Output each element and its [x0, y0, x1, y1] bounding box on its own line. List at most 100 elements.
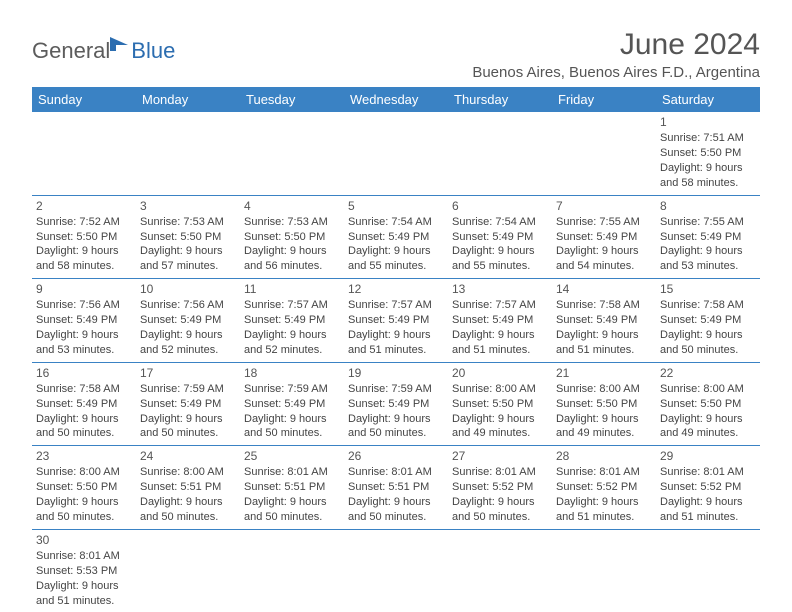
sunset-text: Sunset: 5:50 PM	[660, 146, 756, 161]
calendar-day-cell: 18Sunrise: 7:59 AMSunset: 5:49 PMDayligh…	[240, 362, 344, 446]
sunrise-text: Sunrise: 7:57 AM	[244, 298, 340, 313]
sunset-text: Sunset: 5:50 PM	[452, 397, 548, 412]
sunrise-text: Sunrise: 7:58 AM	[660, 298, 756, 313]
sunrise-text: Sunrise: 8:01 AM	[660, 465, 756, 480]
weekday-header: Monday	[136, 87, 240, 112]
calendar-day-cell: 26Sunrise: 8:01 AMSunset: 5:51 PMDayligh…	[344, 446, 448, 530]
daylight-text: Daylight: 9 hours and 53 minutes.	[36, 328, 132, 358]
day-number: 14	[556, 281, 652, 297]
calendar-day-cell: 4Sunrise: 7:53 AMSunset: 5:50 PMDaylight…	[240, 195, 344, 279]
calendar-body: 1Sunrise: 7:51 AMSunset: 5:50 PMDaylight…	[32, 112, 760, 612]
daylight-text: Daylight: 9 hours and 54 minutes.	[556, 244, 652, 274]
daylight-text: Daylight: 9 hours and 58 minutes.	[36, 244, 132, 274]
location-text: Buenos Aires, Buenos Aires F.D., Argenti…	[472, 64, 760, 81]
daylight-text: Daylight: 9 hours and 49 minutes.	[660, 412, 756, 442]
daylight-text: Daylight: 9 hours and 50 minutes.	[660, 328, 756, 358]
day-number: 25	[244, 448, 340, 464]
day-number: 13	[452, 281, 548, 297]
daylight-text: Daylight: 9 hours and 50 minutes.	[244, 412, 340, 442]
calendar-day-cell	[552, 112, 656, 195]
day-number: 12	[348, 281, 444, 297]
sunset-text: Sunset: 5:49 PM	[660, 230, 756, 245]
sunrise-text: Sunrise: 7:59 AM	[348, 382, 444, 397]
calendar-week-row: 9Sunrise: 7:56 AMSunset: 5:49 PMDaylight…	[32, 279, 760, 363]
sunrise-text: Sunrise: 8:01 AM	[556, 465, 652, 480]
calendar-day-cell	[240, 529, 344, 612]
daylight-text: Daylight: 9 hours and 51 minutes.	[556, 328, 652, 358]
daylight-text: Daylight: 9 hours and 51 minutes.	[36, 579, 132, 609]
day-number: 26	[348, 448, 444, 464]
calendar-day-cell: 2Sunrise: 7:52 AMSunset: 5:50 PMDaylight…	[32, 195, 136, 279]
calendar-day-cell: 17Sunrise: 7:59 AMSunset: 5:49 PMDayligh…	[136, 362, 240, 446]
sunrise-text: Sunrise: 7:53 AM	[140, 215, 236, 230]
sunset-text: Sunset: 5:49 PM	[36, 313, 132, 328]
calendar-day-cell	[240, 112, 344, 195]
logo-text-blue: Blue	[131, 38, 175, 64]
day-number: 21	[556, 365, 652, 381]
calendar-day-cell	[448, 112, 552, 195]
calendar-day-cell	[344, 112, 448, 195]
title-block: June 2024 Buenos Aires, Buenos Aires F.D…	[472, 28, 760, 81]
daylight-text: Daylight: 9 hours and 51 minutes.	[556, 495, 652, 525]
daylight-text: Daylight: 9 hours and 58 minutes.	[660, 161, 756, 191]
day-number: 17	[140, 365, 236, 381]
calendar-day-cell: 16Sunrise: 7:58 AMSunset: 5:49 PMDayligh…	[32, 362, 136, 446]
weekday-header: Thursday	[448, 87, 552, 112]
sunset-text: Sunset: 5:49 PM	[452, 313, 548, 328]
sunrise-text: Sunrise: 7:56 AM	[36, 298, 132, 313]
daylight-text: Daylight: 9 hours and 50 minutes.	[140, 495, 236, 525]
sunset-text: Sunset: 5:52 PM	[660, 480, 756, 495]
calendar-day-cell: 19Sunrise: 7:59 AMSunset: 5:49 PMDayligh…	[344, 362, 448, 446]
daylight-text: Daylight: 9 hours and 55 minutes.	[348, 244, 444, 274]
calendar-day-cell: 3Sunrise: 7:53 AMSunset: 5:50 PMDaylight…	[136, 195, 240, 279]
sunset-text: Sunset: 5:51 PM	[244, 480, 340, 495]
day-number: 15	[660, 281, 756, 297]
sunrise-text: Sunrise: 7:54 AM	[452, 215, 548, 230]
sunset-text: Sunset: 5:49 PM	[660, 313, 756, 328]
day-number: 18	[244, 365, 340, 381]
sunrise-text: Sunrise: 8:01 AM	[452, 465, 548, 480]
daylight-text: Daylight: 9 hours and 51 minutes.	[348, 328, 444, 358]
sunset-text: Sunset: 5:51 PM	[348, 480, 444, 495]
daylight-text: Daylight: 9 hours and 50 minutes.	[36, 495, 132, 525]
sunset-text: Sunset: 5:49 PM	[140, 313, 236, 328]
day-number: 2	[36, 198, 132, 214]
calendar-day-cell: 11Sunrise: 7:57 AMSunset: 5:49 PMDayligh…	[240, 279, 344, 363]
calendar-day-cell	[552, 529, 656, 612]
daylight-text: Daylight: 9 hours and 52 minutes.	[244, 328, 340, 358]
day-number: 29	[660, 448, 756, 464]
day-number: 6	[452, 198, 548, 214]
daylight-text: Daylight: 9 hours and 49 minutes.	[452, 412, 548, 442]
sunset-text: Sunset: 5:49 PM	[36, 397, 132, 412]
calendar-week-row: 2Sunrise: 7:52 AMSunset: 5:50 PMDaylight…	[32, 195, 760, 279]
calendar-day-cell: 10Sunrise: 7:56 AMSunset: 5:49 PMDayligh…	[136, 279, 240, 363]
calendar-week-row: 30Sunrise: 8:01 AMSunset: 5:53 PMDayligh…	[32, 529, 760, 612]
sunset-text: Sunset: 5:50 PM	[140, 230, 236, 245]
sunrise-text: Sunrise: 8:01 AM	[36, 549, 132, 564]
daylight-text: Daylight: 9 hours and 49 minutes.	[556, 412, 652, 442]
daylight-text: Daylight: 9 hours and 50 minutes.	[348, 495, 444, 525]
calendar-day-cell: 14Sunrise: 7:58 AMSunset: 5:49 PMDayligh…	[552, 279, 656, 363]
calendar-day-cell: 23Sunrise: 8:00 AMSunset: 5:50 PMDayligh…	[32, 446, 136, 530]
calendar-day-cell	[136, 112, 240, 195]
sunrise-text: Sunrise: 7:56 AM	[140, 298, 236, 313]
sunrise-text: Sunrise: 7:51 AM	[660, 131, 756, 146]
day-number: 24	[140, 448, 236, 464]
weekday-header: Friday	[552, 87, 656, 112]
sunset-text: Sunset: 5:50 PM	[36, 230, 132, 245]
sunrise-text: Sunrise: 8:00 AM	[452, 382, 548, 397]
flag-icon	[110, 35, 132, 56]
calendar-day-cell: 20Sunrise: 8:00 AMSunset: 5:50 PMDayligh…	[448, 362, 552, 446]
day-number: 4	[244, 198, 340, 214]
day-number: 9	[36, 281, 132, 297]
sunrise-text: Sunrise: 7:55 AM	[660, 215, 756, 230]
calendar-day-cell: 27Sunrise: 8:01 AMSunset: 5:52 PMDayligh…	[448, 446, 552, 530]
daylight-text: Daylight: 9 hours and 52 minutes.	[140, 328, 236, 358]
sunrise-text: Sunrise: 7:55 AM	[556, 215, 652, 230]
calendar-day-cell: 29Sunrise: 8:01 AMSunset: 5:52 PMDayligh…	[656, 446, 760, 530]
calendar-day-cell	[344, 529, 448, 612]
sunset-text: Sunset: 5:50 PM	[660, 397, 756, 412]
header: General Blue June 2024 Buenos Aires, Bue…	[32, 28, 760, 81]
day-number: 19	[348, 365, 444, 381]
sunset-text: Sunset: 5:49 PM	[244, 397, 340, 412]
